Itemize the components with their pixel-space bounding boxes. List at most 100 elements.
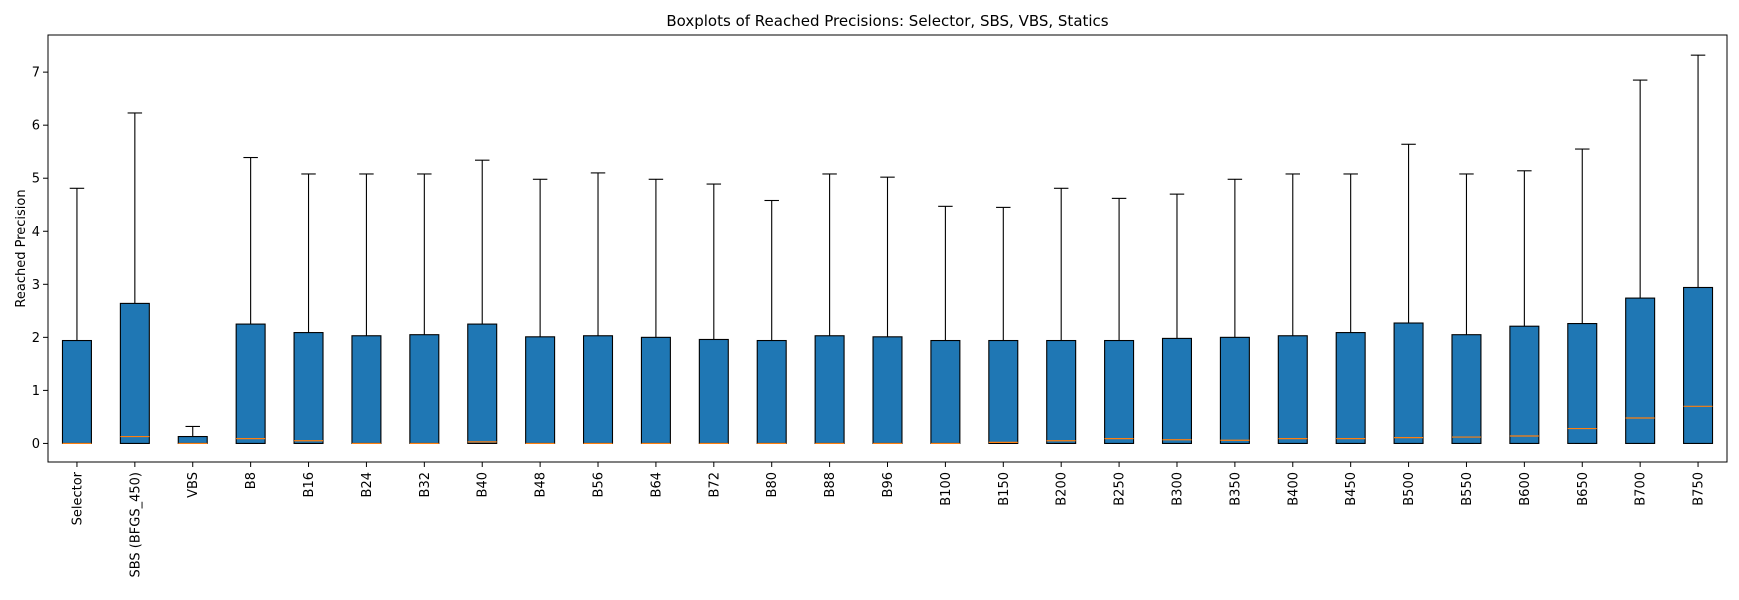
- y-axis-label: Reached Precision: [14, 189, 29, 307]
- box-B56: [582, 172, 614, 445]
- box-B550: [1451, 173, 1482, 444]
- box-B350: [1219, 178, 1250, 444]
- x-tick-label: B72: [707, 472, 722, 497]
- box-B72: [698, 183, 729, 445]
- box-B250: [1104, 197, 1135, 444]
- x-tick-label: B88: [823, 472, 838, 497]
- x-tick-label: B40: [476, 472, 491, 497]
- box-B8: [235, 156, 266, 444]
- box-B96: [872, 176, 903, 445]
- iqr-box: [409, 334, 440, 444]
- y-tick-label: 0: [32, 437, 40, 452]
- box-B750: [1683, 54, 1714, 444]
- box-B80: [756, 199, 787, 445]
- y-tick-label: 3: [32, 278, 40, 293]
- x-tick-label: B24: [360, 472, 375, 497]
- y-tick-label: 2: [32, 331, 40, 346]
- y-tick-label: 7: [32, 66, 40, 81]
- x-axis: Selector SBS (BFGS_450) VBS B8 B16 B24 B32 B40 B…: [70, 462, 1707, 578]
- x-tick-label: B350: [1228, 472, 1243, 506]
- iqr-box: [1335, 332, 1366, 444]
- iqr-box: [872, 336, 903, 444]
- x-tick-label: B80: [765, 472, 780, 497]
- iqr-box: [1567, 323, 1598, 444]
- box-B100: [930, 205, 961, 445]
- x-tick-label: B8: [244, 472, 259, 489]
- x-tick-label: B64: [649, 472, 664, 497]
- plot-area: [61, 54, 1714, 445]
- box-B400: [1277, 173, 1308, 444]
- y-tick-label: 1: [32, 384, 40, 399]
- chart-title: Boxplots of Reached Precisions: Selector…: [666, 12, 1108, 30]
- x-tick-label: SBS (BFGS_450): [128, 472, 143, 578]
- x-tick-label: B550: [1460, 472, 1475, 506]
- iqr-box: [1509, 325, 1540, 444]
- box-B48: [525, 178, 556, 445]
- x-tick-label: B700: [1634, 472, 1649, 506]
- iqr-box: [1046, 339, 1077, 444]
- x-tick-label: B56: [592, 472, 607, 497]
- x-tick-label: B500: [1402, 472, 1417, 506]
- axes-frame: [47, 34, 1728, 463]
- iqr-box: [582, 335, 614, 444]
- box-B32: [409, 173, 440, 445]
- iqr-box: [988, 339, 1019, 444]
- iqr-box: [1393, 322, 1424, 444]
- x-tick-label: B150: [997, 472, 1012, 506]
- box-SBS (BFGS_450): [119, 112, 150, 444]
- box-B700: [1625, 79, 1656, 444]
- y-tick-label: 5: [32, 172, 40, 187]
- box-B88: [814, 173, 845, 445]
- iqr-box: [235, 323, 266, 444]
- x-tick-label: B600: [1518, 472, 1533, 506]
- x-tick-label: B100: [939, 472, 954, 506]
- iqr-box: [351, 335, 382, 444]
- box-B16: [293, 173, 324, 444]
- box-B450: [1335, 173, 1366, 444]
- x-tick-label: B16: [302, 472, 317, 497]
- x-tick-label: B48: [534, 472, 549, 497]
- iqr-box: [930, 339, 961, 444]
- iqr-box: [1104, 339, 1135, 444]
- y-tick-label: 4: [32, 225, 40, 240]
- x-tick-label: B250: [1113, 472, 1128, 506]
- x-tick-label: B650: [1576, 472, 1591, 506]
- iqr-box: [1219, 336, 1250, 444]
- box-B600: [1509, 170, 1540, 444]
- x-tick-label: B300: [1170, 472, 1185, 506]
- box-B500: [1393, 143, 1424, 444]
- iqr-box: [1625, 297, 1656, 444]
- box-B150: [988, 206, 1019, 444]
- iqr-box: [1277, 335, 1308, 444]
- iqr-box: [293, 332, 324, 444]
- iqr-box: [814, 335, 845, 444]
- x-tick-label: Selector: [70, 471, 85, 525]
- iqr-box: [61, 339, 92, 444]
- iqr-box: [1683, 286, 1714, 444]
- x-tick-label: B400: [1286, 472, 1301, 506]
- box-B650: [1567, 148, 1598, 444]
- iqr-box: [756, 339, 787, 444]
- x-tick-label: B450: [1344, 472, 1359, 506]
- iqr-box: [1161, 337, 1193, 444]
- x-tick-label: B32: [418, 472, 433, 497]
- iqr-box: [698, 338, 729, 444]
- x-tick-label: B200: [1055, 472, 1070, 506]
- box-B64: [640, 178, 671, 445]
- x-tick-label: VBS: [186, 472, 201, 498]
- iqr-box: [1451, 334, 1482, 444]
- y-tick-label: 6: [32, 119, 40, 134]
- box-B300: [1161, 193, 1193, 444]
- x-tick-label: B96: [881, 472, 896, 497]
- y-axis: 0 1 2 3 4 5 6 7: [32, 66, 48, 452]
- iqr-box: [119, 302, 150, 444]
- iqr-box: [177, 435, 208, 444]
- iqr-box: [467, 323, 498, 444]
- box-B40: [467, 159, 498, 444]
- iqr-box: [640, 336, 671, 444]
- box-Selector: [61, 187, 92, 445]
- iqr-box: [525, 336, 556, 444]
- x-tick-label: B750: [1692, 472, 1707, 506]
- box-B200: [1046, 187, 1077, 444]
